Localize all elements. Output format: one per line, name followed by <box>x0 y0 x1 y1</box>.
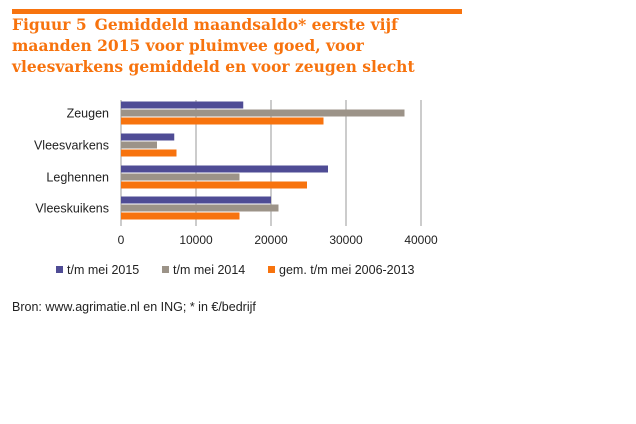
figure-title-text: Gemiddeld maandsaldo* eerste vijf maande… <box>12 15 415 76</box>
top-rule <box>12 9 462 14</box>
bar-vleeskuikens-series-2 <box>121 204 279 212</box>
bar-vleeskuikens-series-1 <box>121 196 271 204</box>
bar-vleesvarkens-series-2 <box>121 141 157 149</box>
x-tick-labels: 0 10000 20000 30000 40000 <box>118 233 438 247</box>
x-tick-label-0: 0 <box>118 233 125 247</box>
source-note: Bron: www.agrimatie.nl en ING; * in €/be… <box>12 300 256 314</box>
bar-zeugen-series-2 <box>121 109 405 117</box>
category-label-zeugen: Zeugen <box>67 107 109 121</box>
x-tick-label-4: 40000 <box>404 233 438 247</box>
category-label-vleeskuikens: Vleeskuikens <box>35 202 109 216</box>
legend-swatch-1 <box>56 266 63 273</box>
legend-swatch-3 <box>268 266 275 273</box>
bar-leghennen-series-3 <box>121 181 307 189</box>
figure-title: Figuur 5 Gemiddeld maandsaldo* eerste vij… <box>12 14 452 77</box>
category-label-vleesvarkens: Vleesvarkens <box>34 139 109 153</box>
x-tick-label-1: 10000 <box>179 233 213 247</box>
legend-label-1: t/m mei 2015 <box>67 263 139 277</box>
bar-vleesvarkens-series-1 <box>121 133 175 141</box>
figure-number: Figuur 5 <box>12 15 87 34</box>
x-tick-label-3: 30000 <box>329 233 363 247</box>
bar-leghennen-series-2 <box>121 173 240 181</box>
bar-zeugen-series-3 <box>121 117 324 125</box>
x-tick-label-2: 20000 <box>254 233 288 247</box>
bar-chart: ZeugenVleesvarkensLeghennenVleeskuikens … <box>34 100 438 277</box>
bar-zeugen-series-1 <box>121 101 244 109</box>
bar-vleeskuikens-series-3 <box>121 212 240 220</box>
bars-layer <box>121 101 405 220</box>
legend-label-3: gem. t/m mei 2006-2013 <box>279 263 415 277</box>
category-label-leghennen: Leghennen <box>46 171 109 185</box>
legend-swatch-2 <box>162 266 169 273</box>
bar-leghennen-series-1 <box>121 165 328 173</box>
legend-label-2: t/m mei 2014 <box>173 263 245 277</box>
bar-vleesvarkens-series-3 <box>121 149 177 157</box>
legend: t/m mei 2015 t/m mei 2014 gem. t/m mei 200… <box>56 263 415 277</box>
category-labels: Zeugen Vleesvarkens Leghennen Vleeskuikens <box>34 107 109 216</box>
